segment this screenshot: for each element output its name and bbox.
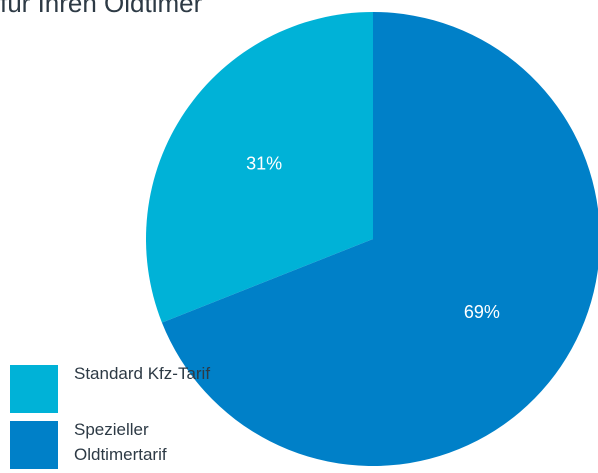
legend-item-standard: Standard Kfz-Tarif — [10, 361, 214, 413]
legend-swatch-oldtimer — [10, 421, 58, 469]
chart-title: für Ihren Oldtimer — [0, 0, 203, 18]
pie-data-labels: 31% 69% — [246, 154, 500, 322]
legend-label-standard: Standard Kfz-Tarif — [74, 364, 211, 383]
pie-data-label-standard: 31% — [246, 154, 282, 174]
pie-slices — [146, 12, 598, 466]
pie-slice-standard — [146, 12, 373, 323]
legend-item-oldtimer: Spezieller Oldtimertarif — [10, 417, 214, 469]
pie-data-label-oldtimer: 69% — [464, 302, 500, 322]
legend: Standard Kfz-Tarif Spezieller Oldtimerta… — [10, 361, 214, 473]
legend-label-oldtimer: Spezieller Oldtimertarif — [74, 420, 167, 464]
pie-slice-oldtimer — [161, 12, 598, 466]
legend-swatch-standard — [10, 365, 58, 413]
